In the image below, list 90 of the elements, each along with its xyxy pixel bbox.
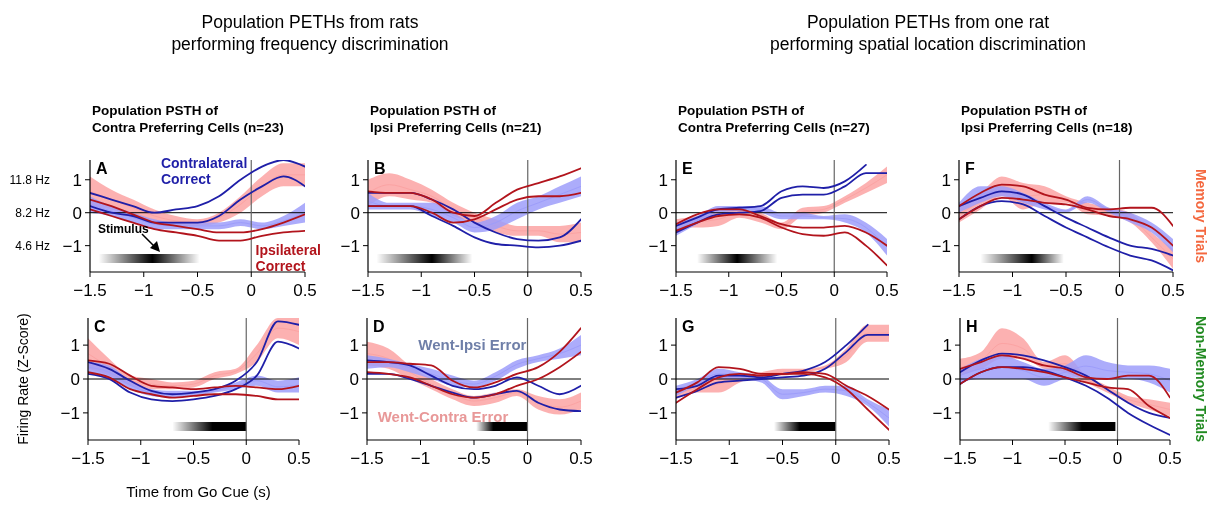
y-tick-label: 0 xyxy=(70,369,80,389)
y2-tick-label: 4.6 Hz xyxy=(15,238,50,253)
y-tick-label: −1 xyxy=(340,236,360,256)
x-tick-label: −1.5 xyxy=(659,449,693,468)
y-tick-label: −1 xyxy=(648,403,668,423)
x-tick-label: 0.5 xyxy=(569,281,593,300)
x-tick-label: 0.5 xyxy=(293,281,317,300)
x-tick-label: −0.5 xyxy=(1049,281,1083,300)
x-tick-label: −0.5 xyxy=(1048,449,1082,468)
x-tick-label: −1.5 xyxy=(351,281,385,300)
y-tick-label: −1 xyxy=(60,403,80,423)
x-tick-label: −0.5 xyxy=(764,281,799,300)
x-tick-label: −1.5 xyxy=(659,281,693,300)
x-tick-label: 0 xyxy=(522,449,533,468)
x-tick-label: −1 xyxy=(411,281,431,300)
x-tick-label: 0 xyxy=(523,281,533,300)
annotation: B xyxy=(374,160,386,177)
x-tick-label: −0.5 xyxy=(176,449,211,468)
annotation: Went-Ipsi Error xyxy=(418,336,527,353)
x-tick-label: −0.5 xyxy=(457,449,491,468)
y-tick-label: 0 xyxy=(942,369,952,389)
annotation: G xyxy=(682,318,695,335)
x-tick-label: −0.5 xyxy=(180,281,215,300)
y-tick-label: 1 xyxy=(349,336,359,356)
x-tick-label: −1.5 xyxy=(73,281,107,300)
x-tick-label: 0 xyxy=(831,449,841,468)
annotation: C xyxy=(94,318,106,335)
chart-title: Population PSTH of Ipsi Preferring Cells (n=18) xyxy=(961,103,1133,135)
x-tick-label: 0.5 xyxy=(875,281,899,300)
x-tick-label: 0 xyxy=(829,281,839,300)
y-tick-label: −1 xyxy=(931,236,951,256)
x-tick-label: 0.5 xyxy=(569,449,593,468)
annotation: Went-Contra Error xyxy=(377,408,509,425)
annotation: D xyxy=(373,318,385,335)
x-tick-label: −1 xyxy=(131,449,151,468)
x-tick-label: −1 xyxy=(1002,281,1023,300)
x-axis-title: Time from Go Cue (s) xyxy=(126,483,271,500)
x-tick-label: −1.5 xyxy=(942,281,976,300)
y-tick-label: −1 xyxy=(648,236,668,256)
text: Population PETHs from one rat performing spatial location discrimination xyxy=(769,12,1087,54)
y-tick-label: 0 xyxy=(658,203,668,223)
x-tick-label: 0 xyxy=(241,449,251,468)
y2-tick-label: 11.8 Hz xyxy=(9,172,50,187)
x-tick-label: 0 xyxy=(1112,449,1123,468)
annotation: Ipsilateral Correct xyxy=(255,242,321,274)
x-tick-label: −0.5 xyxy=(457,281,492,300)
x-tick-label: −0.5 xyxy=(765,449,800,468)
annotation: Stimulus xyxy=(98,222,149,236)
x-tick-label: 0 xyxy=(246,281,256,300)
x-tick-label: −1 xyxy=(134,281,154,300)
x-tick-label: −1 xyxy=(719,281,739,300)
y-tick-label: 0 xyxy=(349,369,359,389)
x-tick-label: 0 xyxy=(1114,281,1125,300)
x-tick-label: 0.5 xyxy=(1158,449,1182,468)
annotation: Contralateral Correct xyxy=(160,155,248,187)
x-tick-label: −1.5 xyxy=(350,449,384,468)
x-tick-label: −1.5 xyxy=(943,449,977,468)
y-tick-label: −1 xyxy=(932,403,952,423)
x-tick-label: −1 xyxy=(719,449,739,468)
x-tick-label: 0.5 xyxy=(877,449,901,468)
annotation: A xyxy=(96,160,108,177)
x-tick-label: −1.5 xyxy=(71,449,105,468)
y-tick-label: 0 xyxy=(941,203,951,223)
y-tick-label: 1 xyxy=(350,170,360,190)
y-tick-label: −1 xyxy=(62,236,82,256)
y-tick-label: 1 xyxy=(658,336,668,356)
y-tick-label: 1 xyxy=(941,170,951,190)
annotation: H xyxy=(966,318,978,335)
x-tick-label: −1 xyxy=(410,449,431,468)
text: Non-Memory Trials xyxy=(1193,315,1208,443)
chart-title: Population PSTH of Ipsi Preferring Cells (n=21) xyxy=(370,103,542,135)
y-tick-label: 1 xyxy=(658,170,668,190)
x-tick-label: −1 xyxy=(1002,449,1023,468)
y-tick-label: 0 xyxy=(350,203,360,223)
y2-tick-label: 8.2 Hz xyxy=(15,205,50,220)
chart-title: Population PSTH of Contra Preferring Cells (n=27) xyxy=(678,103,870,135)
chart-title: Population PSTH of Contra Preferring Cells (n=23) xyxy=(92,103,284,135)
y-axis-title: Firing Rate (Z-Score) xyxy=(15,313,31,445)
y-tick-label: 1 xyxy=(72,170,82,190)
y-tick-label: 1 xyxy=(942,336,952,356)
annotation: E xyxy=(682,160,693,177)
x-tick-label: 0.5 xyxy=(1161,281,1185,300)
text: Population PETHs from rats performing frequency discrimination xyxy=(171,12,449,54)
y-tick-label: 0 xyxy=(658,369,668,389)
y-tick-label: 0 xyxy=(72,203,82,223)
y-tick-label: −1 xyxy=(339,403,359,423)
x-tick-label: 0.5 xyxy=(287,449,311,468)
y-tick-label: 1 xyxy=(70,336,80,356)
annotation: F xyxy=(965,160,975,177)
text: Memory Trials xyxy=(1193,168,1208,264)
